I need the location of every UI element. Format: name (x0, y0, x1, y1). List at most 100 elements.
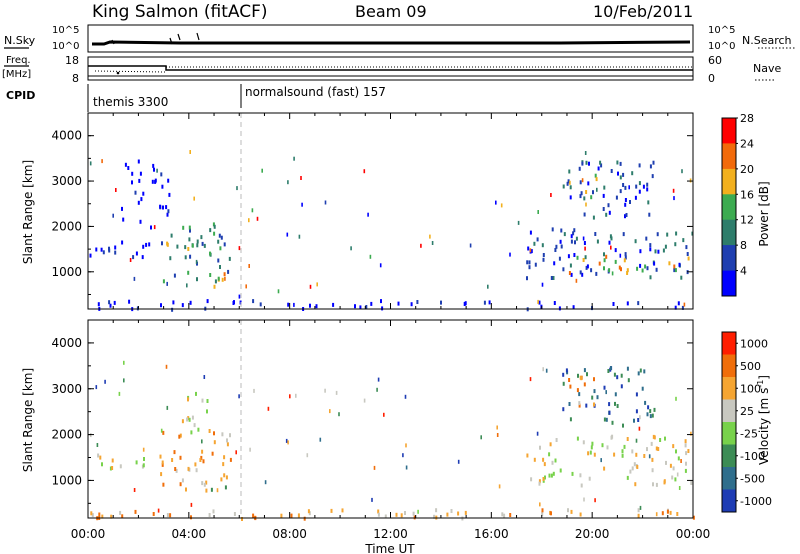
power-cell (644, 264, 647, 269)
power-cell (581, 178, 584, 183)
velocity-cell (90, 511, 93, 516)
nsearch-label: N.Search (742, 34, 792, 47)
power-cell (619, 175, 622, 180)
velocity-cell (450, 509, 453, 513)
velocity-cell (142, 463, 145, 468)
power-cell (681, 305, 684, 310)
power-cell (166, 281, 168, 286)
power-cell (622, 232, 625, 237)
power-cell (680, 275, 683, 280)
power-cell (542, 253, 545, 257)
power-cell (359, 305, 362, 310)
power-cell (582, 258, 585, 262)
x-axis-label: Time UT (364, 542, 415, 554)
velocity-cell (544, 475, 546, 480)
power-cell (605, 254, 608, 259)
velocity-cell (675, 449, 677, 454)
velocity-cell (119, 510, 122, 515)
velocity-cell (538, 479, 541, 484)
power-cell (607, 203, 610, 208)
velocity-cell (593, 452, 596, 457)
velocity-cell (586, 372, 588, 377)
power-cell (631, 171, 634, 176)
velocity-cell (341, 508, 344, 513)
power-y-axis-label: Slant Range [km] (21, 160, 35, 264)
velocity-cell (373, 465, 376, 470)
power-cell (131, 171, 134, 176)
velocity-cell (616, 375, 619, 380)
power-cell (248, 264, 250, 268)
velocity-cell (319, 437, 322, 442)
velocity-cell (152, 512, 155, 516)
nsky-label: N.Sky (4, 34, 36, 47)
power-cell (655, 267, 658, 272)
power-cell (668, 261, 671, 266)
power-cell (653, 261, 656, 266)
power-cell (173, 273, 176, 278)
velocity-cell (578, 403, 581, 408)
x-tick-label: 20:00 (575, 527, 610, 541)
nave-tick-top: 60 (708, 54, 722, 67)
power-cell (219, 265, 221, 269)
power-cell (581, 272, 584, 277)
power-cell (619, 189, 622, 194)
power-cell (187, 270, 190, 275)
velocity-cell (297, 513, 300, 518)
velocity-cell (335, 390, 338, 395)
velocity-cell (603, 417, 606, 422)
velocity-cell (590, 445, 593, 450)
power-cell (184, 255, 187, 260)
power-cell (558, 256, 561, 261)
power-cell (617, 171, 619, 176)
power-cell (681, 169, 683, 174)
power-colorbar-swatch (722, 168, 736, 195)
velocity-cell (111, 466, 114, 470)
power-colorbar-tick: 28 (740, 112, 754, 125)
power-cell (664, 244, 667, 249)
velocity-cell (562, 372, 565, 377)
power-cell (487, 284, 489, 289)
power-cell (429, 234, 431, 239)
velocity-cell (200, 455, 203, 460)
power-cell (148, 242, 151, 247)
velocity-colorbar-swatch (722, 489, 736, 513)
velocity-cell (541, 511, 544, 516)
velocity-cell (647, 405, 650, 410)
power-cell (584, 246, 586, 251)
power-cell (135, 251, 138, 256)
x-tick-label: 08:00 (272, 527, 307, 541)
y-tick-label: 3000 (51, 174, 82, 188)
power-cell (585, 202, 587, 207)
power-cell (553, 301, 556, 305)
power-cell (683, 302, 686, 307)
power-cell (585, 160, 588, 165)
velocity-cell (405, 465, 408, 470)
velocity-cell (578, 392, 581, 397)
power-cell (634, 195, 637, 200)
velocity-cell (539, 445, 541, 450)
velocity-cell (330, 508, 333, 513)
power-cell (132, 255, 135, 260)
power-cell (579, 194, 582, 199)
power-cell (611, 271, 614, 276)
power-cell (638, 163, 641, 168)
power-cell (145, 242, 148, 247)
velocity-cell (433, 514, 436, 519)
velocity-cell (621, 453, 624, 458)
velocity-cell (637, 418, 640, 422)
power-cell (181, 303, 184, 308)
velocity-cell (669, 510, 672, 515)
velocity-cell (629, 469, 632, 474)
power-cell (298, 234, 301, 239)
power-cell (189, 150, 191, 154)
power-cell (635, 184, 638, 189)
power-cell (167, 178, 170, 183)
velocity-cell (605, 390, 607, 395)
velocity-cell (676, 512, 679, 516)
power-cell (530, 249, 533, 254)
velocity-cell (223, 455, 226, 460)
nave-tick-bottom: 0 (708, 72, 715, 85)
power-cell (662, 248, 665, 253)
power-cell (431, 241, 434, 245)
velocity-cell (651, 413, 654, 418)
